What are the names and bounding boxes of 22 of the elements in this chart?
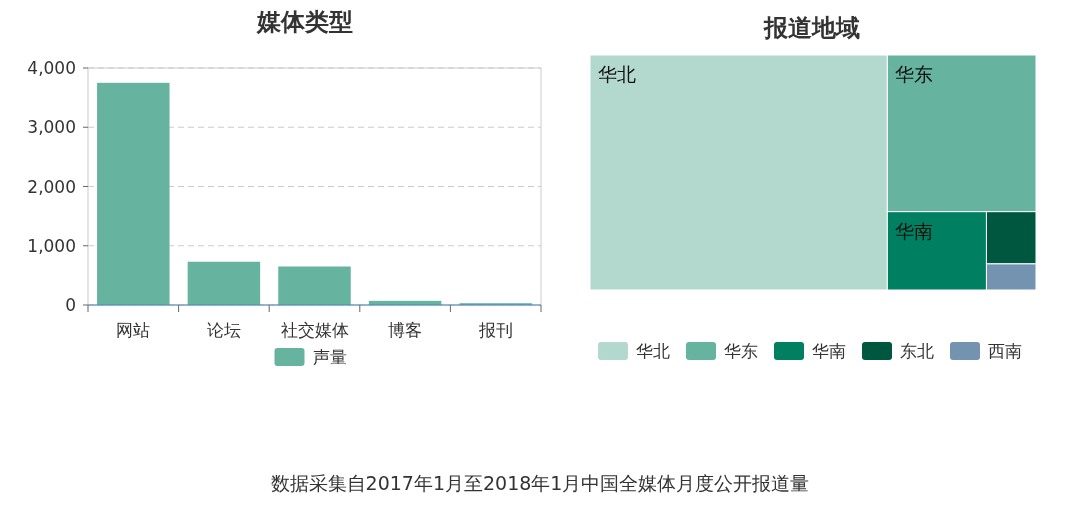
x-tick-label: 报刊 [477,320,513,340]
category-label: 华北 [598,63,636,85]
y-tick-label: 2,000 [27,176,76,197]
category-label: 东北 [900,341,934,361]
y-tick-label: 1,000 [27,235,76,256]
category-label: 华南 [812,341,846,361]
category-label: 华东 [895,63,934,85]
x-tick-label: 博客 [388,320,423,340]
chart-title: 媒体类型 [255,8,353,36]
text: 数据采集自2017年1月至2018年1月中国全媒体月度公开报道量 [270,472,810,494]
x-tick-label: 网站 [116,320,151,340]
category-label: 西南 [988,341,1022,361]
legend-label: 声量 [312,347,347,367]
category-label: 华东 [724,341,758,361]
text: 报道地域 [763,14,860,42]
category-label: 华南 [895,219,934,242]
x-tick-label: 论坛 [206,320,241,340]
x-tick-label: 社交媒体 [280,320,349,340]
category-label: 华北 [636,341,670,361]
y-tick-label: 0 [65,295,76,315]
y-tick-label: 3,000 [27,117,76,138]
y-tick-label: 4,000 [27,58,76,78]
